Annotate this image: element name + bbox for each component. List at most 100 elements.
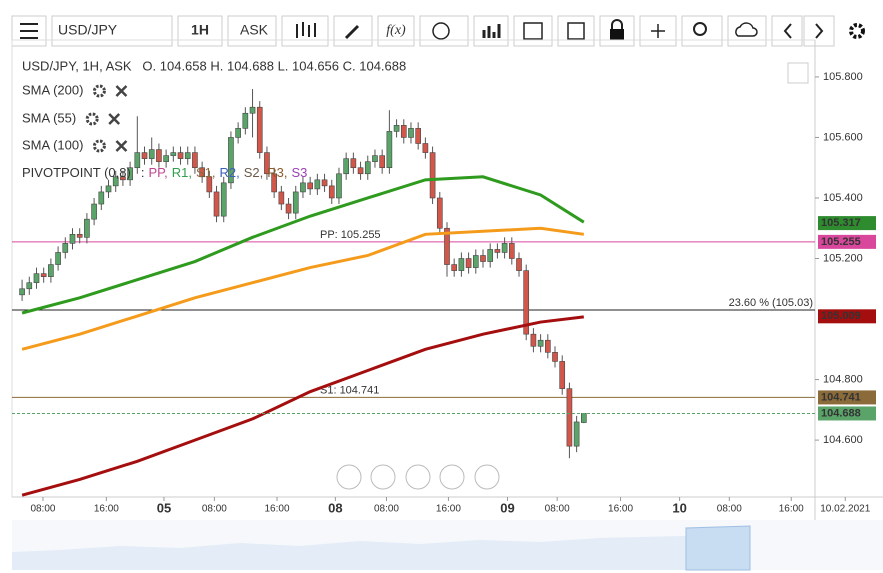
candle-body [429, 152, 436, 199]
candle-body [487, 249, 494, 262]
lock-icon [610, 29, 624, 40]
candle-body [264, 152, 270, 175]
zoom-icon [693, 22, 707, 36]
info-button[interactable] [419, 15, 469, 47]
next-button[interactable] [803, 15, 835, 47]
x-tick-label: 08:00 [202, 504, 227, 515]
candle-body [336, 173, 342, 199]
price-tag-label: 104.688 [821, 407, 861, 419]
volume-button[interactable] [473, 15, 509, 47]
candle-body [48, 264, 54, 277]
fx-label: f(x) [386, 23, 406, 38]
candle-body [170, 152, 177, 156]
candle-body [544, 339, 551, 353]
legend-settings[interactable] [92, 139, 106, 153]
interval-button[interactable] [177, 15, 223, 47]
price-tag [818, 406, 876, 421]
x-tick-label: 09 [500, 500, 514, 515]
symbol: USD/JPY [58, 22, 118, 38]
settings-icon[interactable] [849, 23, 865, 39]
candle-body [501, 243, 508, 253]
candle-body [285, 203, 292, 214]
candle-body [379, 155, 385, 169]
ohlc-legend: USD/JPY, 1H, ASK O. 104.658 H. 104.688 L… [22, 58, 406, 73]
legend: USD/JPY, 1H, ASK O. 104.658 H. 104.688 L… [22, 58, 406, 180]
x-tick-label: 16:00 [265, 504, 290, 515]
candle-body [537, 339, 544, 347]
ma-line [21, 226, 585, 351]
candle-body [321, 179, 328, 187]
pivot-item: R3, [267, 165, 287, 180]
legend-remove[interactable] [115, 85, 128, 97]
price-tag [818, 234, 876, 249]
candle-body [494, 249, 501, 253]
candle-body [516, 258, 522, 271]
legend-remove[interactable] [108, 113, 121, 125]
candle-body [343, 158, 349, 175]
level-label: PP: 105.255 [320, 229, 381, 241]
candle-body [199, 167, 205, 178]
pan-left[interactable] [336, 464, 362, 490]
candle-body [40, 273, 47, 277]
candle-body [566, 388, 573, 447]
zoom-out[interactable] [370, 464, 396, 490]
prev-button[interactable] [771, 15, 803, 47]
zoom-in[interactable] [439, 464, 465, 490]
x-tick-label: 10.02.2021 [820, 504, 870, 515]
candle-body [458, 258, 465, 271]
cloud-button[interactable] [727, 15, 767, 47]
ma-line [21, 175, 585, 315]
pan-right[interactable] [474, 464, 500, 490]
y-tick-label: 105.400 [823, 192, 863, 204]
pivot-item: R1, [172, 165, 192, 180]
legend-settings[interactable] [92, 84, 106, 98]
legend-remove[interactable] [115, 140, 128, 152]
ma-line [21, 315, 584, 497]
candle-body [422, 143, 429, 153]
chart-nav [336, 464, 500, 490]
symbol-input[interactable] [51, 15, 173, 47]
candle-body [84, 218, 90, 238]
candle-body [19, 288, 25, 296]
candle-body [552, 352, 558, 362]
candle-body [278, 191, 285, 205]
y-tick-label: 104.600 [823, 434, 863, 446]
navigator-window [685, 525, 751, 571]
plot: 104.600 104.800 105.200 105.400 105.600 105.8… [12, 71, 876, 515]
chart-type-button[interactable] [281, 15, 329, 47]
side-button[interactable] [227, 15, 277, 47]
bars-icon [482, 24, 501, 38]
y-tick-label: 105.600 [823, 131, 863, 143]
candle-body [307, 182, 313, 190]
candle-body [156, 149, 162, 162]
candle-body [55, 252, 61, 265]
x-tick-label: 08:00 [717, 504, 742, 515]
candle-body [120, 176, 126, 181]
candle-body [127, 167, 133, 181]
candle-body [530, 333, 537, 347]
prev-icon [783, 23, 792, 39]
candle-body [69, 234, 76, 244]
x-tick-label: 16:00 [436, 504, 461, 515]
lock-shackle [611, 19, 623, 29]
x-tick-label: 16:00 [779, 504, 804, 515]
reset[interactable] [405, 464, 431, 490]
candle-body [393, 125, 400, 132]
zoom-button[interactable] [681, 15, 723, 47]
indicators-button[interactable] [377, 15, 415, 47]
x-tick-label: 10 [672, 500, 686, 515]
candle-body [213, 191, 220, 217]
popout-button[interactable] [787, 62, 809, 84]
legend-settings[interactable] [85, 112, 99, 126]
pivot-item: S1, [196, 165, 216, 180]
price-tag [818, 216, 876, 231]
plot-frame [11, 39, 816, 498]
candle-body [386, 131, 393, 169]
calendar-button[interactable] [513, 15, 553, 47]
report-button[interactable] [557, 15, 595, 47]
price-tag-label: 104.741 [821, 391, 861, 403]
candle-body [465, 258, 472, 268]
candle-body [573, 421, 580, 447]
legend-sma200: SMA (200) [22, 82, 83, 97]
